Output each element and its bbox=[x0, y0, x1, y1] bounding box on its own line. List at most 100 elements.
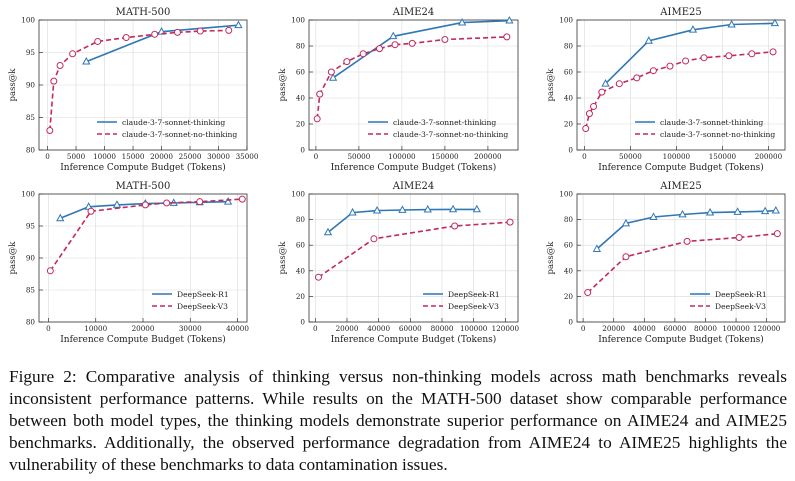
y-tick-label: 20 bbox=[564, 120, 574, 129]
data-point bbox=[343, 58, 351, 66]
data-point bbox=[372, 206, 382, 214]
x-tick-label: 20000 bbox=[132, 324, 155, 333]
data-point bbox=[94, 37, 102, 45]
data-point bbox=[56, 213, 65, 222]
data-point bbox=[46, 267, 54, 275]
x-tick-label: 20000 bbox=[336, 324, 359, 333]
data-point bbox=[503, 33, 511, 41]
series-line bbox=[332, 19, 510, 79]
y-tick-label: 80 bbox=[564, 42, 574, 51]
data-point bbox=[760, 206, 770, 215]
data-point bbox=[56, 62, 64, 69]
x-tick-label: 150000 bbox=[709, 152, 737, 161]
data-point bbox=[649, 212, 658, 220]
y-tick-label: 40 bbox=[296, 266, 306, 275]
data-point bbox=[621, 218, 631, 227]
legend-label: claude-3-7-sonnet-no-thinking bbox=[393, 130, 508, 139]
data-point bbox=[225, 26, 233, 34]
x-tick-label: 200000 bbox=[474, 152, 502, 161]
data-point bbox=[173, 28, 181, 36]
x-tick-label: 0 bbox=[314, 152, 319, 161]
chart-title: MATH-500 bbox=[116, 181, 171, 192]
y-tick-label: 0 bbox=[300, 146, 305, 155]
y-tick-label: 0 bbox=[568, 146, 573, 155]
data-point bbox=[376, 45, 384, 53]
y-tick-label: 100 bbox=[21, 190, 35, 199]
y-tick-label: 20 bbox=[564, 292, 574, 301]
data-point bbox=[234, 20, 243, 29]
data-point bbox=[238, 195, 246, 203]
data-point bbox=[457, 17, 467, 26]
x-tick-label: 0 bbox=[581, 324, 586, 333]
x-tick-label: 80000 bbox=[431, 324, 454, 333]
x-tick-label: 5000 bbox=[67, 152, 86, 161]
legend-label: DeepSeek-V3 bbox=[177, 302, 228, 311]
y-tick-label: 20 bbox=[296, 120, 306, 129]
x-tick-label: 120000 bbox=[492, 324, 520, 333]
x-tick-label: 40000 bbox=[226, 324, 249, 333]
x-tick-label: 20000 bbox=[150, 152, 173, 161]
y-tick-label: 60 bbox=[564, 241, 574, 250]
data-point bbox=[315, 273, 322, 281]
y-tick-label: 0 bbox=[300, 318, 305, 327]
figure-caption: Figure 2: Comparative analysis of thinki… bbox=[9, 367, 787, 474]
data-point bbox=[506, 218, 514, 226]
x-tick-label: 60000 bbox=[663, 324, 686, 333]
x-tick-label: 200000 bbox=[755, 152, 783, 161]
y-tick-label: 20 bbox=[296, 292, 306, 301]
y-tick-label: 80 bbox=[26, 146, 36, 155]
legend-label: claude-3-7-sonnet-thinking bbox=[660, 118, 763, 127]
data-point bbox=[196, 198, 204, 206]
chart-title: AIME24 bbox=[392, 181, 434, 192]
data-point bbox=[649, 67, 657, 75]
data-point bbox=[683, 237, 691, 245]
legend-label: DeepSeek-R1 bbox=[448, 290, 500, 299]
y-tick-label: 95 bbox=[26, 48, 36, 57]
data-point bbox=[688, 25, 698, 33]
chart-panel-4: 80 85 90 95 100 0 10000 20000 30000 40000 MATH-500… bbox=[8, 181, 249, 345]
data-point bbox=[46, 127, 54, 134]
data-point bbox=[50, 77, 58, 85]
data-point bbox=[735, 234, 743, 242]
x-tick-label: 0 bbox=[46, 324, 51, 333]
y-tick-label: 100 bbox=[291, 190, 305, 199]
y-tick-label: 100 bbox=[291, 16, 305, 25]
data-point bbox=[323, 227, 333, 236]
plot-frame bbox=[308, 193, 519, 323]
data-point bbox=[771, 206, 780, 214]
data-point bbox=[389, 31, 398, 40]
y-tick-label: 60 bbox=[296, 241, 306, 250]
data-point bbox=[223, 197, 233, 205]
data-point bbox=[359, 50, 367, 58]
x-tick-label: 10000 bbox=[84, 324, 107, 333]
data-point bbox=[328, 73, 338, 81]
chart-panel-3: 0 20 40 60 80 100 0 50000 100000 150000 200000 AIME… bbox=[546, 7, 786, 173]
x-tick-label: 0 bbox=[313, 324, 318, 333]
y-tick-label: 40 bbox=[564, 266, 574, 275]
data-point bbox=[590, 102, 598, 110]
data-point bbox=[82, 56, 91, 65]
chart-panel-2: 0 20 40 60 80 100 0 50000 100000 150000 200000 AIME… bbox=[278, 7, 519, 173]
data-point bbox=[644, 36, 653, 44]
series-line bbox=[587, 232, 778, 294]
y-tick-label: 80 bbox=[296, 42, 306, 51]
x-tick-label: 100000 bbox=[460, 324, 488, 333]
x-axis-label: Inference Compute Budget (Tokens) bbox=[598, 162, 764, 173]
y-tick-label: 85 bbox=[26, 286, 36, 295]
data-point bbox=[196, 27, 204, 35]
data-point bbox=[141, 201, 149, 209]
data-point bbox=[666, 62, 674, 70]
data-point bbox=[398, 205, 407, 213]
y-axis-label: pass@k bbox=[8, 241, 18, 275]
legend-label: DeepSeek-V3 bbox=[448, 302, 499, 311]
chart-panel-5: 0 20 40 60 80 100 0 20000 40000 60000 80000 100000 1… bbox=[278, 181, 519, 345]
data-point bbox=[163, 199, 171, 207]
data-point bbox=[451, 222, 459, 230]
data-point bbox=[391, 41, 399, 49]
chart-title: AIME25 bbox=[659, 7, 701, 18]
data-point bbox=[770, 18, 780, 27]
x-tick-label: 80000 bbox=[694, 324, 717, 333]
x-tick-label: 35000 bbox=[236, 152, 259, 161]
data-point bbox=[348, 207, 357, 216]
y-tick-label: 90 bbox=[26, 81, 36, 90]
